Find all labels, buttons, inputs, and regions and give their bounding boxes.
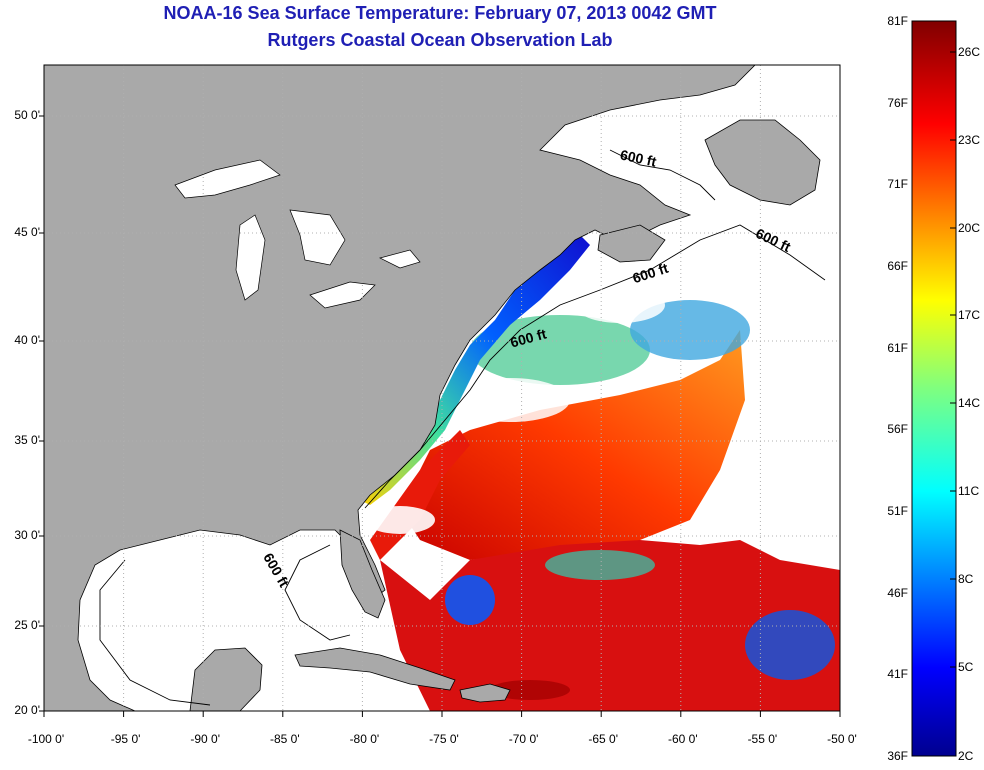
lat-lon-grid [44,65,840,711]
sst-patch [490,680,570,700]
cloud-mask [365,506,435,534]
sst-coastal-band [360,235,590,505]
latitude-tick-label: 45 0' [14,225,40,239]
colorbar-celsius-label: 8C [958,572,974,586]
cloud-mask [575,287,665,323]
sst-patch [630,300,750,360]
colorbar-fahrenheit-label: 76F [887,95,908,110]
colorbar-celsius-label: 2C [958,749,974,763]
sst-subtropical-region [400,330,745,560]
longitude-tick-label: -70 0' [508,732,539,746]
newfoundland [704,119,821,206]
axis-ticks [39,115,841,717]
longitude-tick-label: -90 0' [190,732,221,746]
depth-contour-line [284,544,351,641]
great-lakes [174,159,421,309]
depth-contour-line [364,224,826,509]
colorbar-celsius-label: 17C [958,308,981,322]
colorbar-fahrenheit-label: 46F [887,585,908,600]
latitude-tick-label: 25 0' [14,618,40,632]
colorbar-celsius-label: 20C [958,221,981,235]
colorbar-fahrenheit-label: 36F [887,749,908,763]
longitude-tick-label: -65 0' [588,732,619,746]
colorbar-fahrenheit-label: 41F [887,667,908,682]
north-america-landmass [43,64,756,712]
longitude-tick-label: -75 0' [429,732,459,746]
longitude-tick-label: -50 0' [827,732,857,746]
sst-patch [745,610,835,680]
sst-warm-region [380,540,840,711]
sst-patch [445,575,495,625]
hispaniola [459,683,511,703]
longitude-tick-label: -80 0' [349,732,380,746]
latitude-tick-label: 35 0' [14,433,40,447]
map-subtitle: Rutgers Coastal Ocean Observation Lab [267,30,613,50]
colorbar-celsius-label: 26C [958,45,981,59]
colorbar-fahrenheit-label: 81F [887,14,908,28]
colorbar-celsius-label: 5C [958,660,974,674]
latitude-tick-label: 40 0' [14,333,40,347]
depth-contour-line [99,559,211,706]
longitude-tick-label: -100 0' [27,732,65,746]
cuba [294,647,456,691]
colorbar-ticks [950,51,956,757]
latitude-tick-label: 30 0' [14,528,40,542]
colorbar-fahrenheit-label: 51F [887,504,908,518]
longitude-tick-label: -55 0' [747,732,778,746]
colorbar-celsius-label: 14C [958,396,981,410]
latitude-tick-label: 50 0' [14,108,40,122]
sst-patch [470,315,650,385]
sst-patch [545,550,655,580]
map-title: NOAA-16 Sea Surface Temperature: Februar… [163,3,717,23]
colorbar-fahrenheit-label: 56F [887,422,908,437]
colorbar-fahrenheit-label: 71F [887,177,908,192]
longitude-tick-label: -85 0' [269,732,300,746]
colorbar-fahrenheit-label: 61F [887,340,908,355]
yucatan-peninsula [189,647,263,712]
colorbar-celsius-label: 23C [958,133,981,147]
cloud-mask [450,378,570,422]
colorbar-fahrenheit-label: 66F [887,259,908,273]
depth-contour-line [609,149,716,201]
longitude-tick-label: -60 0' [667,732,698,746]
latitude-tick-label: 20 0' [14,703,40,717]
longitude-tick-label: -95 0' [110,732,141,746]
colorbar [911,20,957,757]
colorbar-celsius-label: 11C [958,484,980,498]
nova-scotia [597,224,666,263]
